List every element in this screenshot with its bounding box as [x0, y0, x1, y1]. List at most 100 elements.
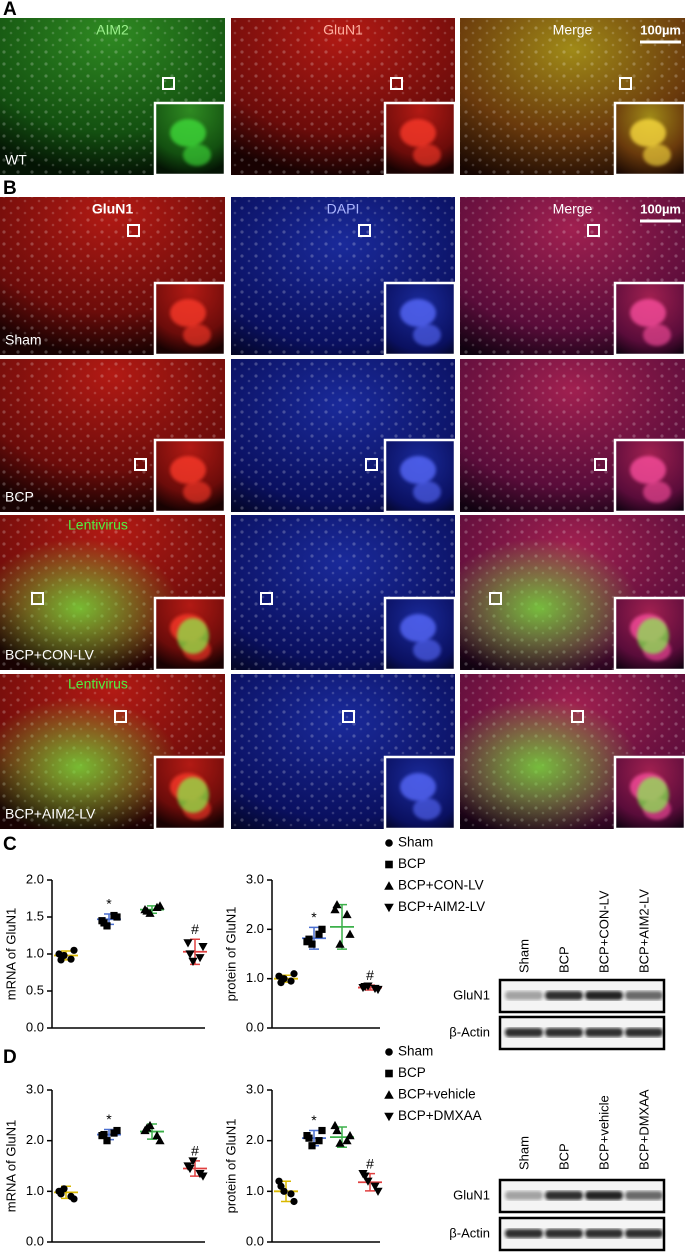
data-point — [183, 939, 193, 948]
y-tick-label: 0.0 — [246, 1233, 264, 1248]
scale-bar-label: 100µm — [640, 22, 681, 37]
blot-row-label: β-Actin — [449, 1225, 490, 1240]
blot-band — [625, 1191, 663, 1200]
data-point — [195, 954, 205, 963]
data-point — [142, 1123, 152, 1132]
significance-mark: # — [191, 921, 199, 937]
roi-box — [571, 710, 584, 723]
legend-label: BCP — [398, 1065, 426, 1080]
legend-label: Sham — [398, 1044, 433, 1059]
data-point — [385, 860, 393, 869]
roi-box — [114, 710, 127, 723]
data-point — [287, 977, 295, 985]
blot-band — [585, 991, 623, 1000]
inset-cell — [413, 481, 441, 503]
inset-cell — [400, 456, 436, 484]
data-point — [315, 930, 323, 938]
legend-label: BCP — [398, 856, 426, 871]
y-tick-label: 2.0 — [26, 871, 44, 886]
blot-band — [545, 1028, 583, 1037]
inset-cell — [643, 144, 671, 166]
roi-box — [162, 77, 175, 90]
lane-label: BCP — [556, 946, 571, 973]
lane-label: Sham — [516, 939, 531, 973]
inset-lv-cell — [637, 777, 669, 813]
inset-cell — [643, 324, 671, 346]
data-point — [384, 903, 394, 913]
data-point — [305, 1134, 313, 1142]
blot-band — [505, 1191, 543, 1200]
inset-cell — [400, 119, 436, 147]
legend-label: BCP+CON-LV — [398, 878, 484, 893]
significance-mark: * — [311, 909, 317, 925]
panel-letter: A — [3, 0, 17, 20]
data-point — [345, 1131, 355, 1140]
legend-label: Sham — [398, 835, 433, 850]
sample-label: BCP — [5, 489, 34, 505]
channel-title: DAPI — [327, 201, 360, 217]
data-point — [70, 1195, 78, 1203]
channel-title: GluN1 — [92, 201, 133, 217]
blot-band — [545, 1229, 583, 1238]
data-point — [277, 979, 285, 987]
y-axis-label: protein of GluN1 — [223, 1119, 238, 1214]
roi-box — [342, 710, 355, 723]
roi-box — [619, 77, 632, 90]
inset-cell — [183, 481, 211, 503]
roi-box — [594, 458, 607, 471]
significance-mark: # — [366, 967, 374, 983]
data-point — [385, 1069, 393, 1078]
y-tick-label: 0.0 — [246, 1019, 264, 1034]
inset-cell — [400, 299, 436, 327]
data-point — [113, 1126, 121, 1135]
sample-label: Sham — [5, 332, 42, 348]
data-point — [385, 1048, 393, 1056]
data-point — [100, 919, 108, 927]
sample-label: WT — [5, 152, 27, 168]
blot-band — [545, 991, 583, 1000]
data-point — [290, 970, 298, 978]
legend-label: BCP+DMXAA — [398, 1108, 482, 1123]
lane-label: BCP+CON-LV — [596, 890, 611, 973]
y-tick-label: 0.5 — [26, 982, 44, 997]
data-point — [384, 881, 394, 890]
data-point — [373, 1187, 383, 1196]
lane-label: BCP+DMXAA — [636, 1089, 651, 1170]
blot-band — [505, 1028, 543, 1037]
data-point — [142, 906, 152, 915]
significance-mark: * — [106, 896, 112, 912]
significance-mark: * — [311, 1112, 317, 1128]
blot-band — [505, 991, 543, 1000]
inset-cell — [413, 324, 441, 346]
roi-box — [31, 592, 44, 605]
overlay-tag: Lentivirus — [68, 517, 128, 533]
data-point — [370, 1182, 380, 1191]
data-point — [308, 940, 316, 948]
channel-title: Merge — [553, 201, 593, 217]
data-point — [152, 1131, 162, 1140]
lane-label: BCP+vehicle — [596, 1095, 611, 1170]
y-tick-label: 1.0 — [246, 970, 264, 985]
data-point — [318, 1126, 326, 1135]
channel-title: GluN1 — [323, 22, 363, 38]
y-tick-label: 1.0 — [246, 1183, 264, 1198]
inset-lv-cell — [177, 618, 209, 654]
significance-mark: # — [191, 1143, 199, 1159]
y-tick-label: 3.0 — [246, 1081, 264, 1096]
inset-lv-cell — [177, 777, 209, 813]
data-point — [277, 1182, 285, 1190]
channel-title: AIM2 — [96, 22, 129, 38]
y-tick-label: 1.0 — [26, 945, 44, 960]
lane-label: BCP — [556, 1143, 571, 1170]
data-point — [384, 1112, 394, 1122]
roi-box — [127, 224, 140, 237]
data-point — [308, 1142, 316, 1150]
y-tick-label: 2.0 — [246, 1132, 264, 1147]
y-tick-label: 3.0 — [246, 871, 264, 886]
roi-box — [489, 592, 502, 605]
data-point — [198, 1172, 208, 1181]
inset-cell — [183, 144, 211, 166]
y-tick-label: 3.0 — [26, 1081, 44, 1096]
blot-band — [625, 1229, 663, 1238]
